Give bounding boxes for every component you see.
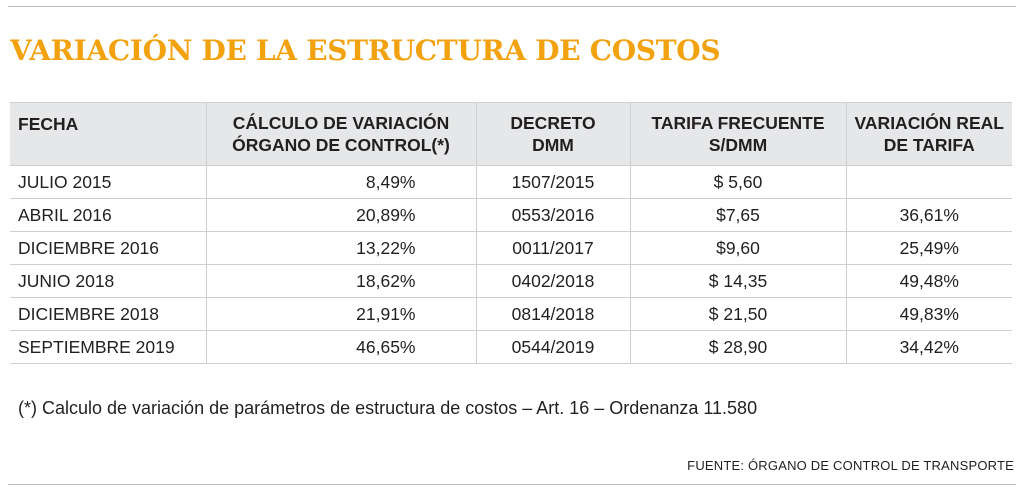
cell-fecha: JUNIO 2018 xyxy=(10,264,207,298)
cell-tarifa: $ 28,90 xyxy=(629,330,847,364)
cell-fecha: DICIEMBRE 2018 xyxy=(10,297,207,331)
cell-fecha: SEPTIEMBRE 2019 xyxy=(10,330,207,364)
cell-decreto: 0814/2018 xyxy=(475,297,631,331)
header-decreto: DECRETO DMM xyxy=(475,102,631,166)
cell-tarifa: $7,65 xyxy=(629,198,847,232)
cell-variacion xyxy=(845,165,1012,199)
cell-fecha: ABRIL 2016 xyxy=(10,198,207,232)
cell-tarifa: $9,60 xyxy=(629,231,847,265)
cell-calculo: 8,49% xyxy=(205,165,477,199)
cell-tarifa: $ 5,60 xyxy=(629,165,847,199)
cell-decreto: 0553/2016 xyxy=(475,198,631,232)
top-rule xyxy=(8,6,1016,7)
cell-decreto: 0402/2018 xyxy=(475,264,631,298)
page-title: VARIACIÓN DE LA ESTRUCTURA DE COSTOS xyxy=(10,34,721,67)
cell-variacion: 49,48% xyxy=(845,264,1012,298)
cell-tarifa: $ 14,35 xyxy=(629,264,847,298)
cell-calculo: 18,62% xyxy=(205,264,477,298)
header-variacion: VARIACIÓN REAL DE TARIFA xyxy=(845,102,1012,166)
table-row: JUNIO 2018 18,62% 0402/2018 $ 14,35 49,4… xyxy=(10,264,1012,298)
header-calculo: CÁLCULO DE VARIACIÓN ÓRGANO DE CONTROL(*) xyxy=(205,102,477,166)
cell-fecha: DICIEMBRE 2016 xyxy=(10,231,207,265)
cell-variacion: 25,49% xyxy=(845,231,1012,265)
header-fecha: FECHA xyxy=(10,102,207,166)
header-tarifa: TARIFA FRECUENTE S/DMM xyxy=(629,102,847,166)
source-credit: FUENTE: ÓRGANO DE CONTROL DE TRANSPORTE xyxy=(687,458,1014,473)
cell-variacion: 49,83% xyxy=(845,297,1012,331)
table-row: JULIO 2015 8,49% 1507/2015 $ 5,60 xyxy=(10,165,1012,199)
table-row: ABRIL 2016 20,89% 0553/2016 $7,65 36,61% xyxy=(10,198,1012,232)
footnote: (*) Calculo de variación de parámetros d… xyxy=(18,398,758,418)
bottom-rule xyxy=(8,484,1016,485)
cell-decreto: 0011/2017 xyxy=(475,231,631,265)
cell-tarifa: $ 21,50 xyxy=(629,297,847,331)
cell-variacion: 36,61% xyxy=(845,198,1012,232)
cell-calculo: 21,91% xyxy=(205,297,477,331)
cell-variacion: 34,42% xyxy=(845,330,1012,364)
cell-calculo: 20,89% xyxy=(205,198,477,232)
table-row: DICIEMBRE 2018 21,91% 0814/2018 $ 21,50 … xyxy=(10,297,1012,331)
table-row: DICIEMBRE 2016 13,22% 0011/2017 $9,60 25… xyxy=(10,231,1012,265)
cell-fecha: JULIO 2015 xyxy=(10,165,207,199)
cell-calculo: 46,65% xyxy=(205,330,477,364)
costs-table: FECHA CÁLCULO DE VARIACIÓN ÓRGANO DE CONT… xyxy=(10,102,1012,364)
table-row: SEPTIEMBRE 2019 46,65% 0544/2019 $ 28,90… xyxy=(10,330,1012,364)
table-header-row: FECHA CÁLCULO DE VARIACIÓN ÓRGANO DE CONT… xyxy=(10,102,1012,166)
cell-calculo: 13,22% xyxy=(205,231,477,265)
cell-decreto: 1507/2015 xyxy=(475,165,631,199)
cell-decreto: 0544/2019 xyxy=(475,330,631,364)
